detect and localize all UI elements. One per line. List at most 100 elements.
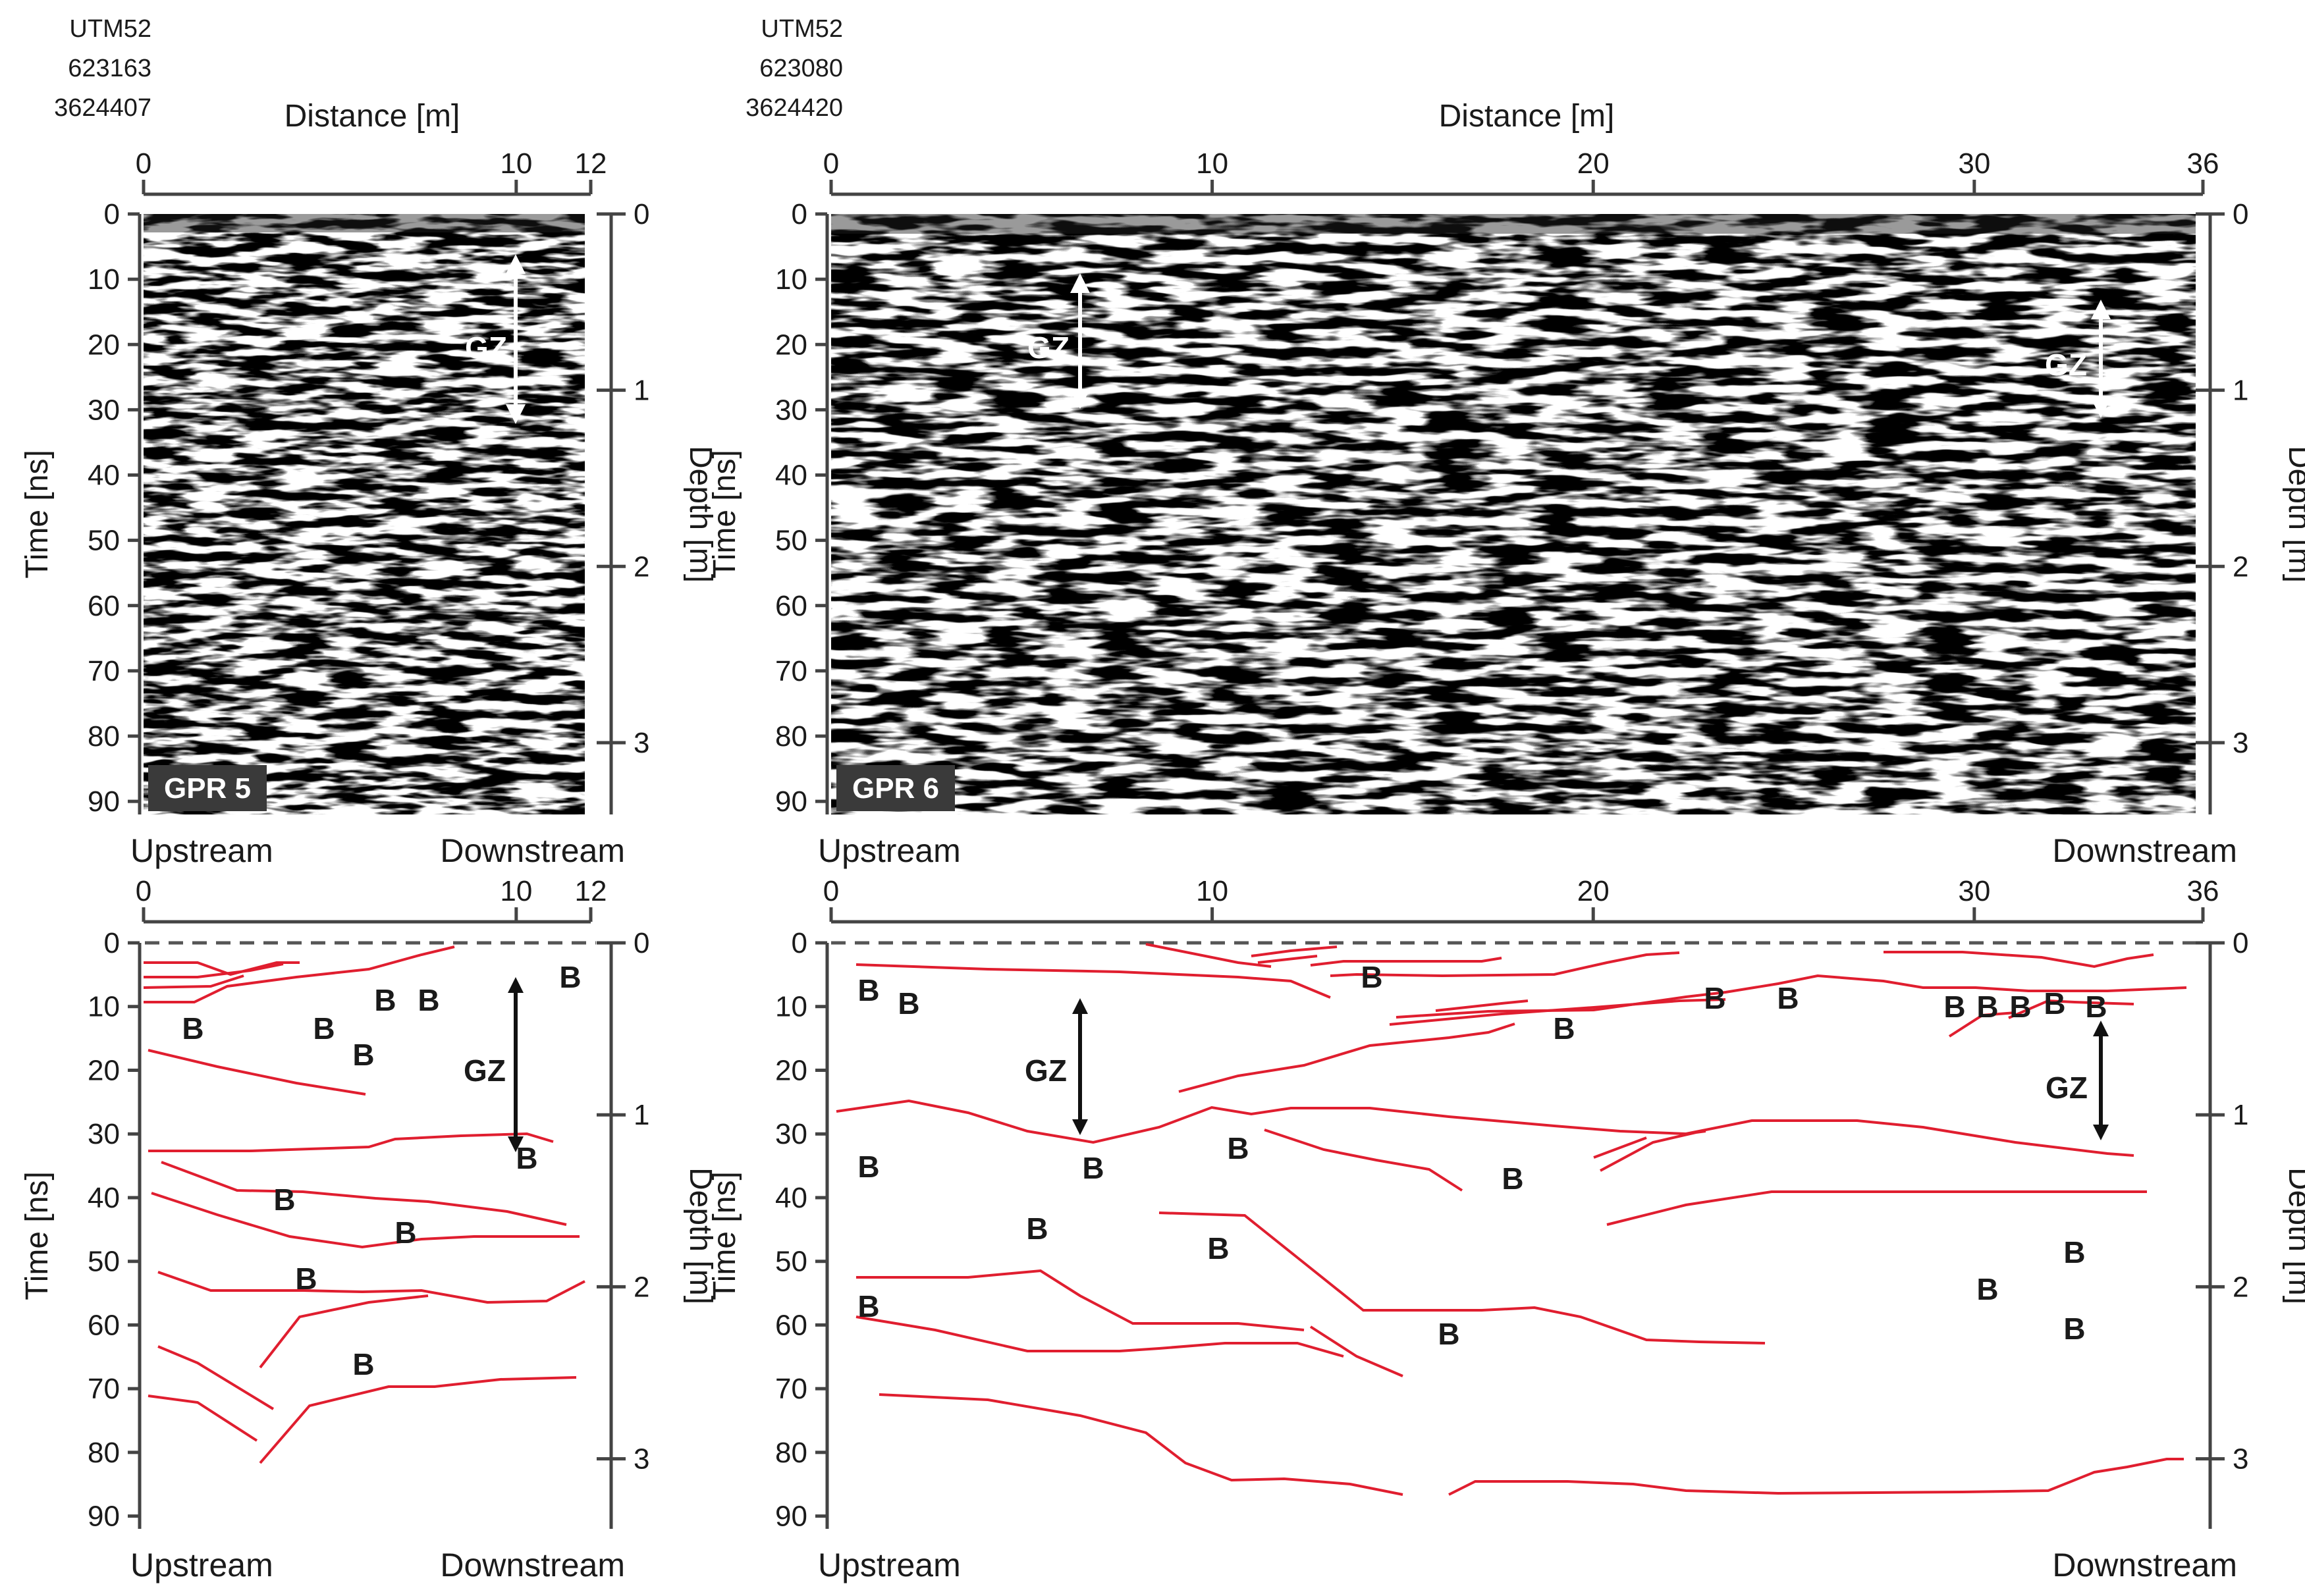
reflector xyxy=(1145,943,1272,968)
reflector xyxy=(856,1269,1305,1331)
reflector xyxy=(144,961,300,976)
boulder-label: B xyxy=(352,1038,374,1072)
gpr5-radar-time-tick-label: 20 xyxy=(88,329,120,361)
reflector xyxy=(1251,945,1338,957)
boulder-label: B xyxy=(374,983,396,1017)
gpr5-interp-depth-tick-label: 2 xyxy=(634,1271,649,1303)
gpr6-interp-downstream-label: Downstream xyxy=(2052,1547,2237,1583)
reflector xyxy=(157,1271,585,1304)
gpr5-interp-time-tick-label: 40 xyxy=(88,1182,120,1214)
gpr5-interp-depth-tick-label: 0 xyxy=(634,927,649,959)
gpr6-radar-time-tick-label: 30 xyxy=(775,394,807,426)
boulder-label: B xyxy=(857,973,879,1007)
gpr6-interp-upstream-label: Upstream xyxy=(818,1547,961,1583)
distance-title-gpr6: Distance [m] xyxy=(1439,99,1615,134)
gpr6-interp-time-tick-label: 70 xyxy=(775,1373,807,1405)
gpr6-radar-depth-tick-label: 1 xyxy=(2233,375,2248,407)
gpr6-interp-time-tick-label: 0 xyxy=(792,927,807,959)
reflector xyxy=(1310,957,1502,967)
utm-gpr6-easting: 623080 xyxy=(759,55,843,82)
gpr6-radar-distance-tick-label: 30 xyxy=(1958,147,1990,180)
boulder-label: B xyxy=(2085,990,2107,1024)
gpr5-radar-time-tick-label: 40 xyxy=(88,460,120,492)
gpr6-radar-distance-tick-label: 10 xyxy=(1196,147,1228,180)
gpr5-radar-time-tick-label: 50 xyxy=(88,525,120,557)
reflector xyxy=(2008,999,2134,1019)
reflector xyxy=(1264,1129,1463,1192)
gpr5-radar-depth-tick-label: 2 xyxy=(634,550,649,583)
gz-label-gpr5: GZ xyxy=(465,331,507,365)
boulder-label: B xyxy=(1082,1151,1104,1185)
gpr6-radar-upstream-label: Upstream xyxy=(818,832,961,869)
gpr5-tag-bg xyxy=(148,765,267,811)
boulder-label: B xyxy=(2063,1235,2085,1269)
boulder-label: B xyxy=(1704,981,1725,1015)
reflectors-gpr5 xyxy=(143,945,585,1464)
gpr5-interp-time-tick-label: 0 xyxy=(104,927,120,959)
boulder-label: B xyxy=(394,1215,416,1250)
reflector xyxy=(148,1395,258,1442)
gpr5-radar-depth-title: Depth [m] xyxy=(683,446,718,583)
gpr5-radar-downstream-label: Downstream xyxy=(440,832,625,869)
radargram-gpr6-image xyxy=(831,214,2196,814)
gpr5-radar-time-tick-label: 80 xyxy=(88,720,120,753)
gpr5-interp-depth-title: Depth [m] xyxy=(683,1167,718,1304)
reflector xyxy=(1389,998,1726,1026)
boulders-gpr5: B B B B B B B B B B B xyxy=(182,960,581,1381)
reflector xyxy=(1396,974,2187,1019)
utm-gpr5-easting: 623163 xyxy=(68,55,151,82)
reflectors-gpr6 xyxy=(836,943,2187,1496)
boulder-label: B xyxy=(1777,981,1799,1015)
reflector xyxy=(836,1099,2134,1157)
gpr6-radar-time-tick-label: 20 xyxy=(775,329,807,361)
reflector xyxy=(259,1294,429,1369)
gpr6-radar-downstream-label: Downstream xyxy=(2052,832,2237,869)
radargram-gpr6: GPR 6 GZ GZ xyxy=(831,214,2196,814)
boulder-label: B xyxy=(1976,1272,1998,1306)
reflector xyxy=(143,974,244,989)
gpr5-radar-depth-tick-label: 3 xyxy=(634,727,649,759)
gpr5-tag: GPR 5 xyxy=(164,772,251,805)
gpr6-radar-time-tick-label: 70 xyxy=(775,655,807,687)
reflector xyxy=(1948,1011,2016,1038)
gpr6-radar-depth-tick-label: 3 xyxy=(2233,727,2248,759)
gpr6-tag-bg xyxy=(836,765,955,811)
gpr6-interp-time-tick-label: 30 xyxy=(775,1118,807,1150)
gpr6-interp-distance-tick-label: 0 xyxy=(823,875,839,907)
reflector xyxy=(161,1161,567,1226)
reflector xyxy=(259,1376,577,1464)
reflector xyxy=(855,963,1331,999)
gpr5-interp-time-tick-label: 60 xyxy=(88,1309,120,1341)
utm-gpr6: UTM52 623080 3624420 xyxy=(746,15,843,122)
reflector xyxy=(1309,1325,1403,1377)
reflector xyxy=(1606,1190,2147,1226)
boulder-label: B xyxy=(857,1150,879,1184)
utm-gpr6-northing: 3624420 xyxy=(746,94,843,122)
boulder-label: B xyxy=(295,1262,317,1296)
boulder-label: B xyxy=(898,986,919,1021)
boulder-label: B xyxy=(2063,1312,2085,1346)
reflector xyxy=(1448,1458,2184,1496)
boulder-label: B xyxy=(1502,1161,1523,1196)
reflector xyxy=(1600,1130,1706,1172)
boulder-label: B xyxy=(352,1347,374,1381)
gpr5-interp-time-tick-label: 70 xyxy=(88,1373,120,1405)
boulder-label: B xyxy=(2044,986,2065,1021)
reflector xyxy=(1158,1211,1766,1344)
gpr5-radar-distance-tick-label: 0 xyxy=(136,147,151,180)
radargram-gpr6-surface-band xyxy=(831,214,2196,234)
gpr5-radar-time-tick-label: 10 xyxy=(88,263,120,296)
reflector xyxy=(148,1132,554,1152)
radargram-gpr5-surface-band xyxy=(144,214,585,232)
gpr6-radar-distance-tick-label: 0 xyxy=(823,147,839,180)
reflector xyxy=(1178,1023,1515,1093)
reflector xyxy=(1435,999,1529,1012)
gpr6-radar-depth-title: Depth [m] xyxy=(2282,446,2305,583)
interpretation-gpr6: B B B B B B B B B B B B B B B B B B B B … xyxy=(831,941,2200,1496)
gpr6-interp-time-tick-label: 90 xyxy=(775,1501,807,1533)
gpr6-interp-depth-title: Depth [m] xyxy=(2282,1167,2305,1304)
gpr6-interp-depth-tick-label: 2 xyxy=(2233,1271,2248,1303)
gpr6-tag: GPR 6 xyxy=(852,772,939,805)
radargram-gpr5-image xyxy=(144,214,585,814)
